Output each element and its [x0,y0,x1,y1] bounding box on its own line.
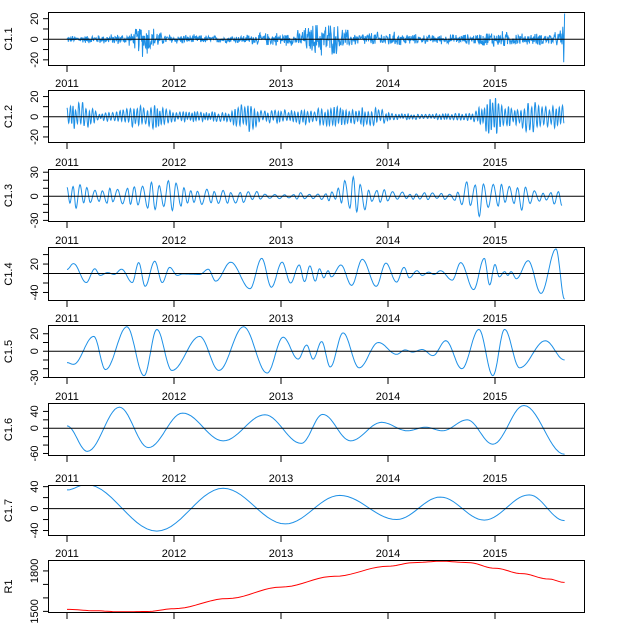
x-tick-label: 2015 [483,473,507,485]
x-tick-label: 2011 [55,235,79,247]
y-tick-label: 40 [29,405,41,417]
x-tick-label: 2014 [376,78,400,90]
y-tick-label: 30 [29,166,41,178]
x-tick-label: 2015 [483,235,507,247]
y-axis-label: C1.5 [3,340,15,363]
panel-r1: 1500 1800 R1 2011 2012 2013 2014 2015 [3,548,585,624]
x-tick-label: 2013 [269,313,293,325]
x-tick-label: 2014 [376,473,400,485]
x-tick-label: 2014 [376,157,400,169]
y-tick-label: -20 [29,129,41,145]
x-tick-label: 2014 [376,313,400,325]
y-tick-label: 20 [29,13,41,25]
x-tick-label: 2011 [55,548,79,560]
x-tick-label: 2012 [162,391,186,403]
y-tick-label: 40 [29,480,41,492]
imf-line [66,248,565,300]
y-axis-label: C1.2 [3,105,15,128]
imf-line [66,404,565,455]
x-tick-label: 2011 [55,157,79,169]
y-axis-label: C1.6 [3,418,15,441]
plot-frame [48,12,585,66]
x-tick-label: 2011 [55,78,79,90]
y-tick-label: 0 [29,114,41,120]
x-tick-label: 2011 [55,313,79,325]
imf-line [67,485,565,532]
imf-line [66,13,566,63]
y-tick-label: -20 [29,52,41,68]
y-tick-label: -40 [29,523,41,539]
x-tick-label: 2013 [269,548,293,560]
y-tick-label: 0 [29,506,41,512]
y-tick-label: 0 [29,193,41,199]
x-tick-label: 2013 [269,78,293,90]
panel-c1-7: -40 0 40 C1.7 2011 2012 2013 2014 2015 [3,473,585,542]
x-tick-label: 2012 [162,313,186,325]
panel-c1-5: -30 0 20 C1.5 2011 2012 2013 2014 2015 [3,313,585,385]
y-tick-label: 20 [29,328,41,340]
x-tick-label: 2012 [162,157,186,169]
residue-line [67,560,565,613]
y-tick-label: -30 [29,370,41,386]
y-axis-label: C1.1 [3,27,15,50]
x-tick-label: 2015 [483,157,507,169]
y-tick-label: 0 [29,348,41,354]
y-tick-label: 1800 [29,559,41,583]
x-tick-label: 2011 [55,473,79,485]
y-tick-label: 20 [29,258,41,270]
plot-frame [48,169,585,222]
y-tick-label: 1500 [29,599,41,623]
y-tick-label: 0 [29,425,41,431]
x-tick-label: 2013 [269,391,293,403]
panel-c1-6: -60 0 40 C1.6 2011 2012 2013 2014 2015 [3,391,585,462]
x-tick-label: 2013 [269,235,293,247]
y-tick-label: -60 [29,446,41,462]
y-axis-label: C1.3 [3,184,15,207]
y-tick-label: 20 [29,90,41,102]
x-tick-label: 2015 [483,548,507,560]
panel-c1-3: -30 0 30 C1.3 2011 2012 2013 2014 2015 [3,157,585,228]
panel-c1-2: -20 0 20 C1.2 2011 2012 2013 2014 2015 [3,78,585,149]
y-tick-label: -40 [29,285,41,301]
x-tick-label: 2013 [269,473,293,485]
x-tick-label: 2015 [483,78,507,90]
y-tick-label: 0 [29,36,41,42]
y-axis-label: R1 [3,579,15,593]
y-axis-label: C1.4 [3,262,15,285]
plot-frame [48,485,585,536]
x-tick-label: 2012 [162,235,186,247]
plot-frame [48,403,585,456]
x-tick-label: 2013 [269,157,293,169]
y-tick-label: -30 [29,212,41,228]
plot-frame [48,560,585,613]
x-tick-label: 2011 [55,391,79,403]
imf-line [67,326,565,377]
plot-frame [48,90,585,143]
plot-frame [48,325,585,378]
panel-c1-4: -40 20 C1.4 2011 2012 2013 2014 2015 [3,235,585,307]
x-tick-label: 2012 [162,78,186,90]
x-tick-label: 2015 [483,391,507,403]
plot-frame [48,247,585,301]
x-tick-label: 2012 [162,548,186,560]
panel-c1-1: -20 0 20 C1.1 [3,12,585,72]
imf-line [66,98,565,134]
x-tick-label: 2014 [376,235,400,247]
x-tick-label: 2015 [483,313,507,325]
x-tick-label: 2014 [376,391,400,403]
y-axis-label: C1.7 [3,499,15,522]
x-tick-label: 2012 [162,473,186,485]
x-tick-label: 2014 [376,548,400,560]
